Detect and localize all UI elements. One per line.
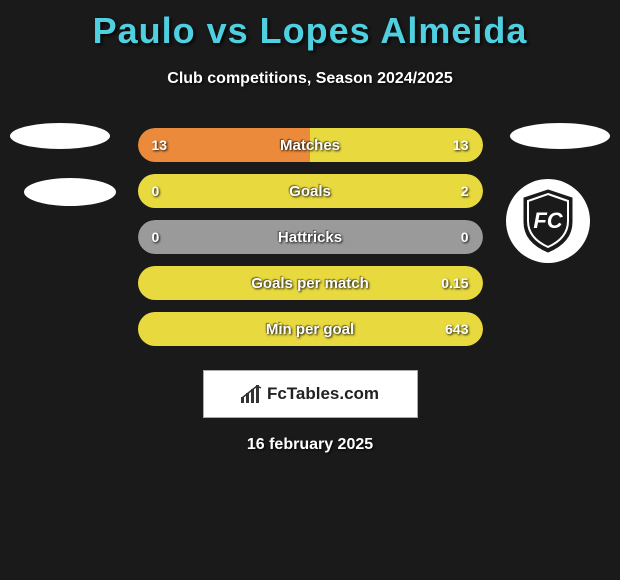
svg-text:FC: FC: [533, 208, 563, 233]
logo-box: FcTables.com: [203, 370, 418, 418]
player-badge-left-2: [24, 178, 116, 206]
date-text: 16 february 2025: [247, 436, 373, 454]
logo-text: FcTables.com: [241, 384, 379, 404]
stat-value-right: 0: [461, 229, 469, 245]
stat-value-left: 13: [152, 137, 168, 153]
stat-value-left: 0: [152, 183, 160, 199]
stat-value-right: 2: [461, 183, 469, 199]
stat-row: Matches13 13: [138, 128, 483, 162]
player-badge-left-1: [10, 123, 110, 149]
stat-label: Goals per match: [138, 275, 483, 292]
stats-area: Matches1313Goals02Hattricks00Goals per m…: [138, 128, 483, 358]
stat-value-right: 643: [445, 321, 468, 337]
shield-icon: FC: [520, 188, 576, 254]
player-badge-right-1: [510, 123, 610, 149]
stat-row: Min per goal643: [138, 312, 483, 346]
stat-row: Goals0 2: [138, 174, 483, 208]
stat-value-right: 13: [453, 137, 469, 153]
stat-row: Goals per match0.15: [138, 266, 483, 300]
stat-label: Hattricks: [138, 229, 483, 246]
stat-row: Hattricks0 0: [138, 220, 483, 254]
logo-label: FcTables.com: [267, 384, 379, 404]
page-subtitle: Club competitions, Season 2024/2025: [167, 70, 452, 88]
stat-label: Goals: [138, 183, 483, 200]
stat-label: Min per goal: [138, 321, 483, 338]
stat-value-left: 0: [152, 229, 160, 245]
chart-icon: [241, 385, 263, 403]
stat-value-right: 0.15: [441, 275, 468, 291]
stat-label: Matches: [138, 137, 483, 154]
page-title: Paulo vs Lopes Almeida: [93, 10, 528, 52]
club-badge-right: FC: [506, 179, 590, 263]
main-container: Paulo vs Lopes Almeida Club competitions…: [0, 0, 620, 580]
